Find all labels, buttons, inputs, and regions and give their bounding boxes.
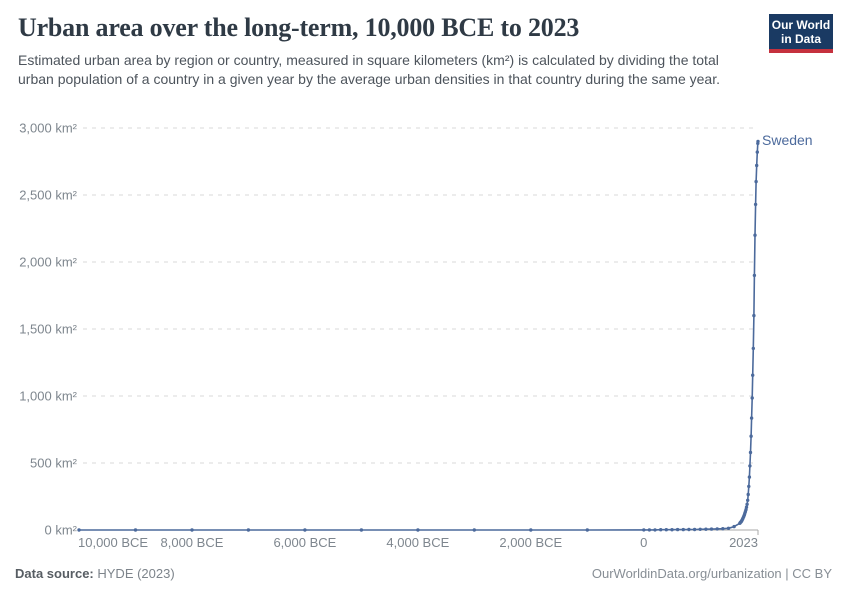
y-axis-tick-label: 1,500 km² — [19, 322, 77, 337]
series-point-sweden[interactable] — [133, 528, 138, 532]
series-point-sweden[interactable] — [748, 464, 752, 468]
series-point-sweden[interactable] — [756, 139, 760, 144]
series-point-sweden[interactable] — [653, 528, 657, 532]
data-source-value: HYDE (2023) — [97, 566, 175, 581]
x-axis-tick-label: 6,000 BCE — [273, 535, 336, 550]
series-label-sweden[interactable]: Sweden — [762, 132, 813, 148]
series-point-sweden[interactable] — [675, 527, 680, 532]
y-axis-tick-label: 500 km² — [30, 456, 78, 471]
series-point-sweden[interactable] — [751, 373, 755, 377]
series-point-sweden[interactable] — [709, 527, 714, 531]
owid-logo-line1: Our World — [771, 18, 831, 32]
series-point-sweden[interactable] — [746, 492, 750, 497]
series-point-sweden[interactable] — [715, 527, 719, 531]
series-point-sweden[interactable] — [303, 528, 307, 532]
owid-logo-line2: in Data — [780, 32, 821, 46]
series-point-sweden[interactable] — [642, 528, 646, 532]
series-point-sweden[interactable] — [687, 527, 691, 532]
series-point-sweden[interactable] — [681, 527, 685, 532]
series-point-sweden[interactable] — [190, 528, 194, 532]
series-point-sweden[interactable] — [755, 163, 759, 168]
series-point-sweden[interactable] — [747, 484, 751, 489]
chart-title: Urban area over the long-term, 10,000 BC… — [18, 13, 580, 42]
series-point-sweden[interactable] — [664, 528, 668, 532]
owid-logo-red-bar — [769, 49, 833, 53]
owid-logo[interactable]: Our World in Data — [769, 14, 833, 49]
y-axis-tick-label: 3,000 km² — [19, 121, 77, 136]
series-point-sweden[interactable] — [726, 526, 731, 530]
series-point-sweden[interactable] — [752, 313, 756, 318]
series-point-sweden[interactable] — [752, 273, 757, 278]
series-point-sweden[interactable] — [755, 150, 759, 154]
series-point-sweden[interactable] — [751, 346, 755, 351]
series-point-sweden[interactable] — [692, 527, 697, 532]
series-line-sweden[interactable] — [78, 140, 759, 531]
data-source-note: Data source: HYDE (2023) — [15, 566, 175, 581]
series-point-sweden[interactable] — [753, 202, 758, 207]
series-point-sweden[interactable] — [416, 528, 420, 532]
series-point-sweden[interactable] — [754, 179, 758, 184]
series-point-sweden[interactable] — [749, 434, 753, 438]
series-point-sweden[interactable] — [659, 528, 663, 532]
series-point-sweden[interactable] — [732, 524, 736, 529]
y-axis-tick-label: 2,000 km² — [19, 255, 77, 270]
series-point-sweden[interactable] — [529, 528, 533, 532]
y-axis-tick-label: 1,000 km² — [19, 389, 77, 404]
series-point-sweden[interactable] — [747, 475, 752, 479]
series-point-sweden[interactable] — [721, 527, 725, 531]
series-point-sweden[interactable] — [753, 233, 757, 237]
series-point-sweden[interactable] — [704, 527, 708, 531]
data-source-label: Data source: — [15, 566, 94, 581]
x-axis-tick-label: 10,000 BCE — [78, 535, 148, 550]
chart-subtitle: Estimated urban area by region or countr… — [18, 52, 720, 87]
series-point-sweden[interactable] — [748, 450, 753, 455]
series-point-sweden[interactable] — [585, 528, 589, 532]
series-point-sweden[interactable] — [750, 396, 754, 400]
x-axis-tick-label: 2,000 BCE — [499, 535, 562, 550]
series-point-sweden[interactable] — [698, 527, 702, 531]
x-axis-tick-label: 8,000 BCE — [161, 535, 224, 550]
y-axis-tick-label: 0 km² — [45, 523, 78, 538]
x-axis-tick-label: 0 — [640, 535, 647, 550]
series-point-sweden[interactable] — [246, 528, 251, 532]
series-point-sweden[interactable] — [359, 528, 364, 532]
series-point-sweden[interactable] — [746, 498, 750, 502]
series-point-sweden[interactable] — [749, 416, 754, 420]
series-point-sweden[interactable] — [744, 505, 749, 509]
series-point-sweden[interactable] — [670, 528, 674, 532]
series-point-sweden[interactable] — [647, 528, 652, 532]
series-point-sweden[interactable] — [745, 502, 749, 506]
x-axis-tick-label: 4,000 BCE — [386, 535, 449, 550]
series-point-sweden[interactable] — [472, 528, 476, 532]
x-axis-tick-label: 2023 — [729, 535, 758, 550]
series-point-sweden[interactable] — [77, 528, 81, 532]
credit-link[interactable]: OurWorldinData.org/urbanization | CC BY — [591, 566, 832, 581]
y-axis-tick-label: 2,500 km² — [19, 188, 77, 203]
